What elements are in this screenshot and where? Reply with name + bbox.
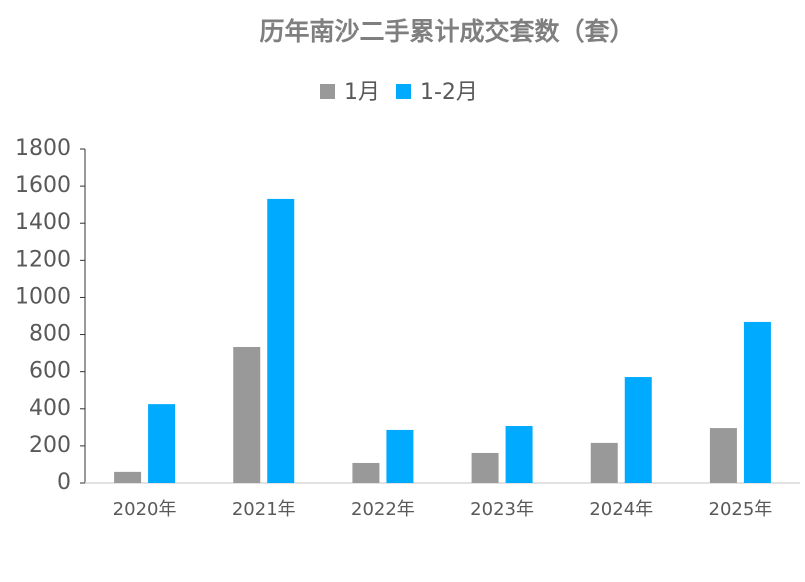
y-tick-label: 1400 <box>15 210 71 235</box>
x-tick-label: 2025年 <box>709 499 773 520</box>
y-tick-label: 0 <box>57 470 71 495</box>
legend-label: 1-2月 <box>420 80 478 105</box>
legend-label: 1月 <box>344 80 380 105</box>
bar <box>267 198 295 484</box>
x-tick-label: 2023年 <box>470 499 534 520</box>
bar <box>709 428 737 483</box>
bar <box>590 442 618 483</box>
y-tick-label: 1200 <box>15 247 71 272</box>
bar <box>148 404 176 483</box>
x-tick-label: 2024年 <box>589 499 653 520</box>
bar <box>386 429 414 483</box>
y-tick-label: 600 <box>29 359 71 384</box>
legend-swatch <box>396 84 411 99</box>
y-tick-label: 400 <box>29 396 71 421</box>
bar <box>114 471 142 483</box>
y-tick-label: 1000 <box>15 284 71 309</box>
y-tick-label: 200 <box>29 433 71 458</box>
bar <box>743 321 771 483</box>
legend-swatch <box>320 84 335 99</box>
bar <box>471 452 499 483</box>
bar <box>352 462 380 483</box>
y-tick-label: 1600 <box>15 173 71 198</box>
legend: 1月 1-2月 <box>320 80 478 105</box>
y-tick-label: 1800 <box>15 136 71 161</box>
x-tick-label: 2022年 <box>351 499 415 520</box>
y-tick-label: 800 <box>29 322 71 347</box>
chart-title: 历年南沙二手累计成交套数（套） <box>259 17 634 46</box>
x-tick-label: 2020年 <box>113 499 177 520</box>
bar <box>505 426 533 483</box>
bar <box>624 377 652 483</box>
x-tick-label: 2021年 <box>232 499 296 520</box>
bar <box>233 346 261 483</box>
